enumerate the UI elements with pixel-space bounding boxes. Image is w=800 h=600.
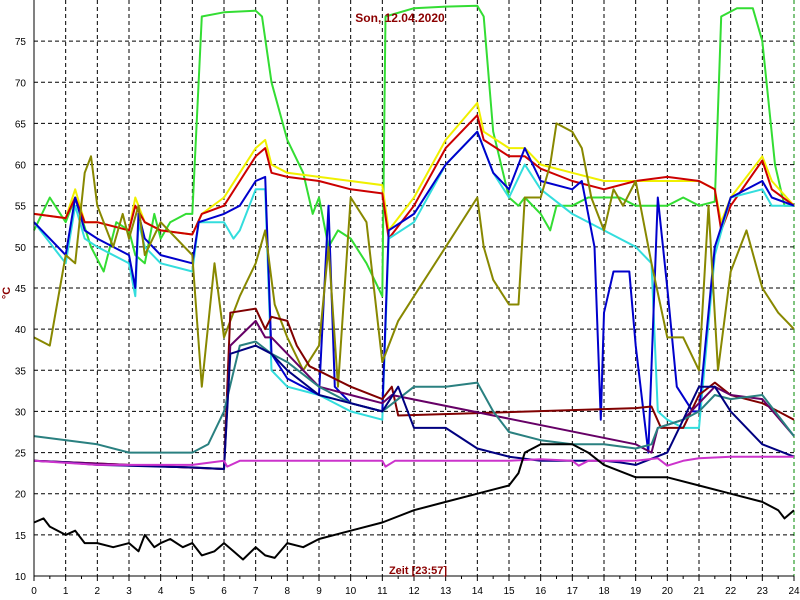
x-tick-label: 22 (725, 586, 737, 597)
chart-title: Son, 12.04.2020 (355, 11, 445, 25)
x-tick-label: 7 (253, 586, 259, 597)
x-tick-label: 3 (126, 586, 132, 597)
x-tick-label: 2 (95, 586, 101, 597)
series-line-6 (33, 122, 795, 388)
series-line-10 (33, 344, 795, 470)
x-tick-label: 12 (408, 586, 420, 597)
x-tick-label: 8 (285, 586, 291, 597)
x-tick-label: 20 (662, 586, 674, 597)
x-tick-label: 13 (440, 586, 452, 597)
y-tick-label: 30 (15, 407, 27, 418)
y-tick-label: 20 (15, 490, 27, 501)
y-tick-label: 25 (15, 449, 27, 460)
x-tick-label: 1 (63, 586, 69, 597)
y-tick-label: 15 (15, 531, 27, 542)
series-line-11 (33, 455, 794, 468)
x-tick-label: 10 (345, 586, 357, 597)
y-tick-label: 10 (15, 572, 27, 583)
y-tick-label: 75 (15, 37, 27, 48)
x-tick-label: 15 (503, 586, 515, 597)
x-tick-label: 19 (630, 586, 642, 597)
y-tick-label: 35 (15, 366, 27, 377)
x-tick-label: 9 (316, 586, 322, 597)
x-axis-label: Zeit [23:57] (389, 565, 447, 577)
series-line-1 (33, 4, 794, 298)
y-tick-label: 55 (15, 202, 27, 213)
x-tick-label: 17 (567, 586, 579, 597)
y-axis-label: °C (1, 287, 13, 299)
x-tick-label: 14 (472, 586, 484, 597)
series-line-8 (33, 319, 795, 470)
x-tick-label: 4 (158, 586, 164, 597)
x-tick-label: 0 (31, 586, 37, 597)
y-tick-label: 70 (15, 78, 27, 89)
x-tick-label: 18 (598, 586, 610, 597)
x-tick-label: 5 (190, 586, 196, 597)
x-tick-label: 11 (377, 586, 388, 597)
x-tick-label: 16 (535, 586, 547, 597)
y-tick-label: 40 (15, 325, 27, 336)
x-tick-label: 24 (788, 586, 800, 597)
y-tick-label: 60 (15, 161, 27, 172)
chart-axes: 0 1 2 3 4 5 6 7 8 9 10 11 12 13 14 15 16 17 18 19 20 21 22 23 24… (15, 0, 800, 597)
series-line-5 (33, 130, 795, 454)
y-tick-label: 45 (15, 284, 27, 295)
y-tick-label: 65 (15, 119, 27, 130)
x-tick-label: 23 (757, 586, 769, 597)
series-line-12 (33, 443, 795, 561)
chart-series (33, 4, 795, 561)
x-tick-label: 6 (221, 586, 227, 597)
x-tick-label: 21 (693, 586, 705, 597)
y-tick-label: 50 (15, 243, 27, 254)
